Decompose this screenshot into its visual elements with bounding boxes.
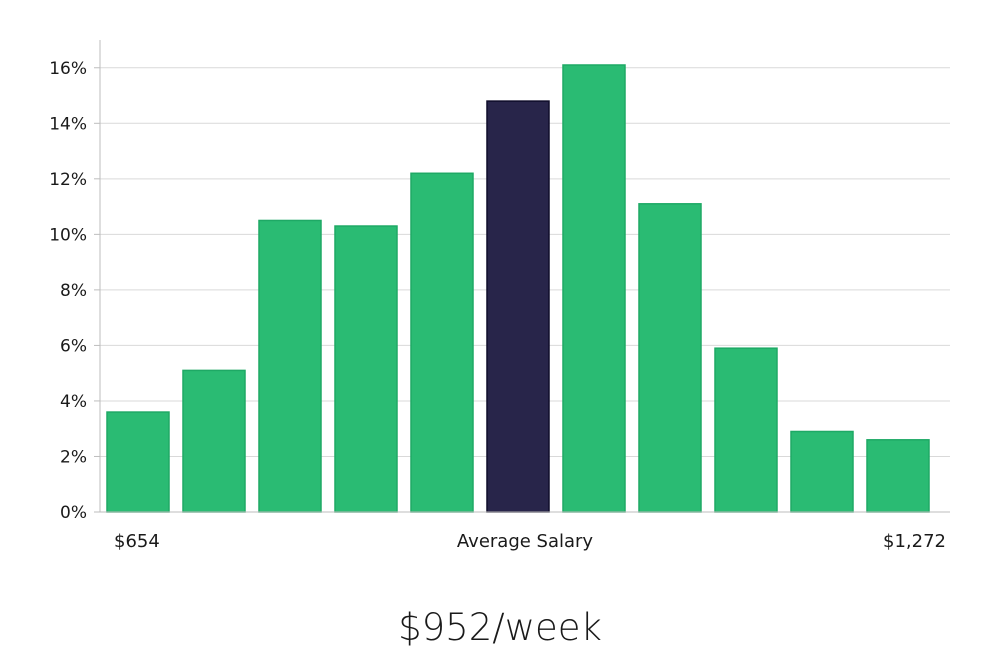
bar bbox=[638, 203, 702, 513]
y-tick-label: 12% bbox=[49, 170, 87, 190]
y-tick-label: 0% bbox=[60, 503, 87, 523]
bar bbox=[562, 64, 626, 513]
bar bbox=[106, 411, 170, 513]
y-tick-label: 8% bbox=[60, 281, 87, 301]
bar bbox=[866, 439, 930, 513]
y-tick-label: 16% bbox=[49, 59, 87, 79]
y-tick-label: 6% bbox=[60, 336, 87, 356]
bars bbox=[106, 64, 930, 513]
x-axis-labels: $654 Average Salary $1,272 bbox=[114, 531, 946, 552]
bar bbox=[410, 172, 474, 513]
bar bbox=[182, 369, 246, 513]
x-label-center: Average Salary bbox=[457, 531, 594, 552]
y-tick-labels: 0% 2% 4% 6% 8% 10% 12% 14% 16% bbox=[49, 59, 100, 523]
x-label-max: $1,272 bbox=[883, 531, 946, 552]
y-tick-label: 2% bbox=[60, 447, 87, 467]
axes bbox=[94, 40, 950, 513]
average-salary-value: $952/week bbox=[398, 606, 602, 649]
y-tick-label: 10% bbox=[49, 225, 87, 245]
bar bbox=[790, 430, 854, 513]
bar bbox=[714, 347, 778, 513]
bar-average-salary bbox=[486, 100, 550, 513]
bar bbox=[258, 219, 322, 513]
bar bbox=[334, 225, 398, 513]
y-tick-label: 14% bbox=[49, 114, 87, 134]
x-label-min: $654 bbox=[114, 531, 160, 552]
y-tick-label: 4% bbox=[60, 392, 87, 412]
